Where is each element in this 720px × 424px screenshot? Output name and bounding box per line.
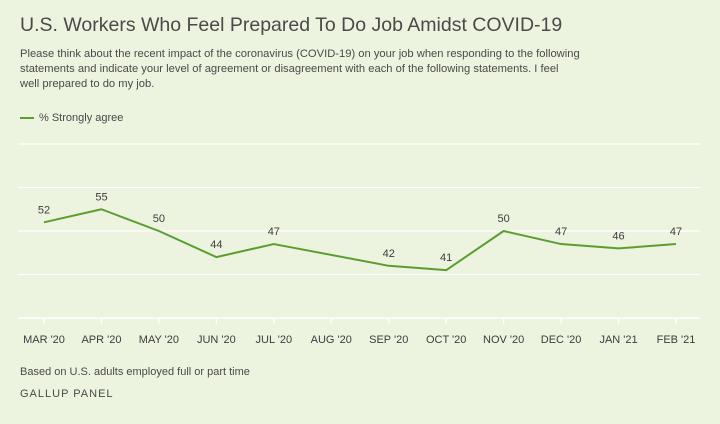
source-label: GALLUP PANEL: [20, 388, 114, 400]
x-tick-label: JAN '21: [599, 334, 637, 346]
series-line-strongly-agree: [43, 208, 677, 272]
legend-label: % Strongly agree: [39, 112, 124, 124]
data-label: 50: [153, 213, 165, 225]
x-tick-label: OCT '20: [426, 334, 466, 346]
legend-swatch: [20, 117, 34, 119]
x-tick-label: NOV '20: [483, 334, 524, 346]
x-tick-label: MAY '20: [139, 334, 179, 346]
data-label: 42: [383, 248, 395, 260]
legend: % Strongly agree: [20, 112, 123, 124]
data-label: 52: [38, 204, 50, 216]
data-label: 47: [670, 226, 682, 238]
x-tick-label: JUL '20: [256, 334, 293, 346]
data-label: 41: [440, 252, 452, 264]
data-label: 50: [498, 213, 510, 225]
x-tick-label: SEP '20: [369, 334, 408, 346]
data-label: 46: [612, 230, 624, 242]
data-label: 47: [555, 226, 567, 238]
x-tick-label: DEC '20: [541, 334, 582, 346]
chart-subtitle: Please think about the recent impact of …: [20, 48, 580, 90]
x-tick-label: JUN '20: [197, 334, 236, 346]
x-tick-label: APR '20: [81, 334, 121, 346]
data-label: 47: [268, 226, 280, 238]
data-label: 44: [210, 239, 222, 251]
x-tick-label: FEB '21: [657, 334, 696, 346]
footnote: Based on U.S. adults employed full or pa…: [20, 366, 250, 378]
chart-title: U.S. Workers Who Feel Prepared To Do Job…: [20, 14, 563, 36]
x-tick-label: MAR '20: [23, 334, 65, 346]
x-tick-label: AUG '20: [311, 334, 352, 346]
data-label: 55: [95, 191, 107, 203]
